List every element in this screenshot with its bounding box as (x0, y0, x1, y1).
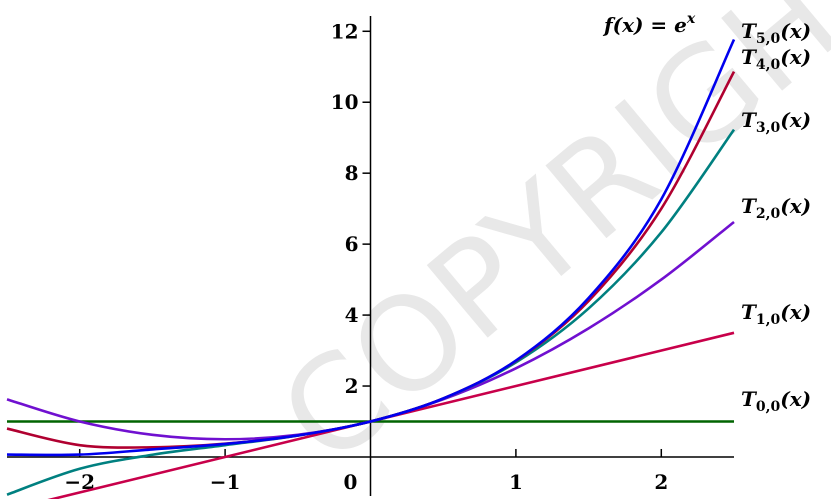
x-tick-label: 1 (509, 470, 523, 494)
labels: T5,0(x)T4,0(x) T3,0(x) T2,0(x) T1,0(x) T0,0(… (602, 11, 811, 415)
y-tick-label: 8 (345, 161, 359, 185)
series-label-5-0: T5,0(x) (741, 19, 811, 47)
y-tick-label: 2 (345, 374, 359, 398)
x-tick-label: 0 (344, 470, 358, 494)
y-tick-label: 12 (331, 19, 359, 43)
y-tick-label: 4 (345, 303, 359, 327)
y-tick-label: 6 (345, 232, 359, 256)
series-label-0-0: T0,0(x) (741, 387, 811, 415)
curves (6, 38, 736, 499)
series-label-1-0: T1,0(x) (741, 300, 811, 328)
function-label: f(x) = ex (602, 11, 696, 37)
y-tick-label: 10 (331, 90, 359, 114)
series-label-4-0: T4,0(x) (741, 45, 811, 73)
series-label-3-0: T3,0(x) (741, 108, 811, 136)
x-tick-label: 2 (654, 470, 668, 494)
watermark: COPYRIGHTED (252, 0, 831, 494)
x-tick-label: −1 (210, 470, 241, 494)
series-label-2-0: T2,0(x) (741, 194, 811, 222)
curve-t-5-0 (6, 38, 736, 457)
